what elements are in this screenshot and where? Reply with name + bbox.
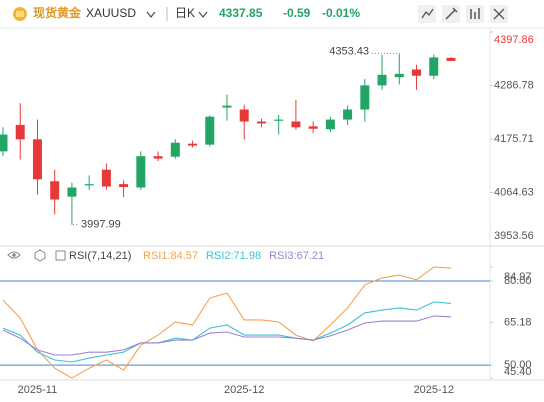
candle-body bbox=[360, 85, 370, 110]
candle-body bbox=[412, 69, 422, 76]
candle-body bbox=[205, 116, 215, 145]
candle-body bbox=[136, 156, 146, 188]
x-tick-label: 2025-11 bbox=[18, 384, 58, 396]
candle-body bbox=[0, 134, 8, 152]
y-tick-label: 4175.71 bbox=[494, 133, 534, 145]
legend-entry: RSI3:67.21 bbox=[269, 250, 324, 262]
settings-icon[interactable] bbox=[34, 249, 46, 262]
change: -0.59 bbox=[283, 6, 311, 20]
candle-body bbox=[291, 121, 301, 128]
candle-body bbox=[274, 119, 284, 121]
y-tick-label: 4286.78 bbox=[494, 79, 534, 91]
high-marker-label: 4353.43 bbox=[329, 45, 369, 57]
candle-body bbox=[101, 169, 111, 187]
candle-body bbox=[446, 57, 456, 61]
select-box[interactable] bbox=[55, 250, 66, 261]
eye-icon[interactable] bbox=[7, 251, 21, 259]
tool-icon bbox=[470, 8, 480, 19]
y-tick-label: 3953.56 bbox=[494, 230, 534, 242]
x-tick-label: 2025-12 bbox=[414, 384, 454, 396]
y-tick-label: 45.40 bbox=[504, 366, 532, 378]
candle-body bbox=[153, 156, 163, 159]
candle-body bbox=[325, 119, 335, 130]
candle-body bbox=[188, 143, 198, 146]
candle-body bbox=[15, 124, 25, 140]
y-tick-label: 65.18 bbox=[504, 316, 532, 328]
change-percent: -0.01% bbox=[322, 6, 360, 20]
candle-body bbox=[170, 142, 180, 157]
y-tick-label: 4064.63 bbox=[494, 186, 534, 198]
candle-body bbox=[256, 121, 266, 124]
candle-body bbox=[50, 181, 60, 200]
rsi-line bbox=[2, 266, 452, 379]
y-tick-label: 50.00 bbox=[504, 359, 532, 371]
candle-body bbox=[343, 109, 353, 120]
tool-icon bbox=[421, 8, 434, 19]
candle-body bbox=[429, 57, 439, 76]
candle-body bbox=[67, 187, 77, 197]
candle-body bbox=[377, 74, 387, 86]
period[interactable]: 日K bbox=[175, 6, 195, 20]
legend-entry: RSI1:84.57 bbox=[143, 250, 198, 262]
candle-body bbox=[119, 184, 129, 188]
y-tick-label: 4397.86 bbox=[494, 34, 534, 46]
tool-icon bbox=[445, 7, 458, 20]
candle-body bbox=[32, 139, 42, 180]
eye-icon-pupil bbox=[12, 253, 16, 257]
candle-body bbox=[394, 73, 404, 78]
asset-name: 现货黄金 bbox=[33, 5, 82, 20]
candle-body bbox=[239, 109, 249, 122]
candle-body bbox=[308, 126, 318, 129]
dropdown-arrow[interactable] bbox=[146, 11, 156, 19]
tool-icon bbox=[493, 8, 505, 20]
gold-icon-bar bbox=[16, 11, 24, 17]
rsi-line bbox=[2, 315, 452, 356]
legend-entry: RSI2:71.98 bbox=[206, 250, 261, 262]
x-tick-label: 2025-12 bbox=[224, 384, 264, 396]
price: 4337.85 bbox=[219, 6, 263, 20]
dropdown-arrow[interactable] bbox=[198, 11, 208, 19]
y-tick-label: 84.97 bbox=[504, 271, 532, 283]
candle-body bbox=[222, 105, 232, 108]
tool-button[interactable] bbox=[418, 5, 436, 23]
y-tick-label: 80.00 bbox=[504, 275, 532, 287]
low-marker-label: 3997.99 bbox=[81, 219, 121, 231]
rsi-line bbox=[2, 301, 452, 363]
toolbar bbox=[418, 5, 508, 23]
symbol[interactable]: XAUUSD bbox=[86, 6, 136, 20]
candle-body bbox=[84, 184, 94, 186]
indicator-title: RSI(7,14,21) bbox=[69, 250, 131, 262]
